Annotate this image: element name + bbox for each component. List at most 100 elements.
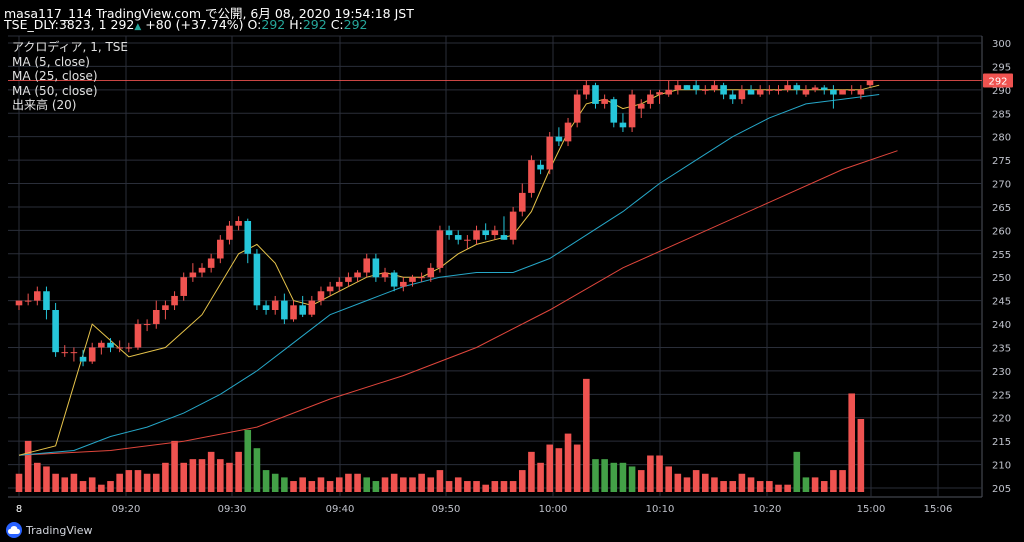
price-tick-label: 220	[992, 414, 1011, 425]
candle-body	[711, 85, 718, 90]
volume-bar	[738, 473, 746, 492]
candle-body	[528, 160, 535, 193]
price-tick-label: 275	[992, 156, 1011, 167]
volume-bar	[784, 484, 791, 492]
candle-body	[235, 221, 242, 226]
volume-bar	[24, 440, 32, 492]
volume-bar	[418, 473, 425, 492]
volume-bar	[482, 484, 489, 492]
volume-bar	[656, 455, 663, 492]
candle-body	[482, 230, 489, 236]
candle-body	[546, 136, 554, 170]
candle-body	[756, 89, 764, 95]
ma5-line	[18, 84, 880, 456]
legend-ma5[interactable]: MA (5, close)	[12, 54, 90, 69]
volume-bar	[601, 459, 608, 492]
volume-bar	[43, 466, 50, 492]
price-tick-label: 210	[992, 461, 1011, 472]
tradingview-logo[interactable]: TradingView	[6, 522, 92, 538]
candle-body	[518, 192, 526, 212]
candle-body	[784, 85, 791, 90]
candle-body	[830, 89, 837, 95]
volume-bar	[308, 481, 316, 492]
candle-body	[820, 87, 828, 90]
volume-bar	[281, 477, 288, 492]
volume-bar	[747, 477, 755, 492]
volume-bar	[766, 481, 773, 492]
candle-body	[217, 239, 224, 259]
volume-bar	[134, 470, 142, 492]
volume-bar	[711, 477, 718, 492]
candle-body	[162, 305, 169, 310]
up-arrow-icon: ▲	[134, 22, 142, 32]
candle-body	[793, 85, 801, 90]
volume-bar	[555, 448, 563, 492]
candle-body	[134, 324, 142, 348]
logo-text: TradingView	[26, 523, 93, 537]
candle-body	[857, 89, 865, 95]
volume-bar	[390, 473, 398, 492]
candle-body	[674, 85, 682, 90]
volume-bar	[500, 481, 508, 492]
candle-body	[427, 267, 435, 278]
volume-bar	[592, 459, 599, 492]
time-tick-label: 15:06	[924, 504, 953, 515]
candle-body	[24, 300, 32, 302]
volume-bar	[830, 470, 837, 492]
legend-volume[interactable]: 出来高 (20)	[12, 98, 77, 112]
volume-bar	[88, 477, 96, 492]
candle-body	[583, 85, 590, 95]
volume-bar	[811, 477, 819, 492]
candle-body	[61, 352, 69, 354]
legend-ma50[interactable]: MA (50, close)	[12, 83, 98, 98]
volume-bar	[217, 459, 224, 492]
candle-body	[116, 347, 123, 349]
volume-bar	[674, 473, 682, 492]
open-value: 292	[261, 17, 286, 32]
time-tick-label: 8	[16, 504, 22, 515]
price-tick-label: 215	[992, 437, 1011, 448]
candle-body	[34, 291, 41, 301]
time-tick-label: 10:00	[539, 504, 568, 515]
candle-body	[290, 305, 297, 320]
time-tick-label: 15:00	[857, 504, 886, 515]
candle-body	[70, 352, 78, 354]
candle-body	[262, 305, 270, 310]
volume-bar	[162, 462, 169, 492]
price-tick-label: 280	[992, 133, 1011, 144]
legend-ma25[interactable]: MA (25, close)	[12, 69, 98, 83]
volume-bar	[857, 419, 865, 492]
candle-body	[775, 89, 782, 91]
candle-body	[244, 221, 252, 254]
time-tick-label: 09:40	[326, 504, 355, 515]
candle-body	[747, 89, 755, 95]
candle-body	[180, 277, 188, 296]
high-label: H:	[289, 17, 303, 32]
volume-bar	[400, 477, 407, 492]
candle-body	[400, 281, 407, 287]
candle-body	[720, 85, 727, 95]
candle-body	[79, 356, 87, 362]
time-tick-label: 09:20	[112, 504, 141, 515]
candle-body	[52, 310, 59, 353]
candle-body	[381, 272, 389, 278]
legend-symbol[interactable]: アクロディア, 1, TSE	[12, 40, 128, 54]
volume-bar	[537, 462, 544, 492]
volume-bar	[683, 477, 691, 492]
price-tick-label: 265	[992, 203, 1011, 214]
volume-bar	[436, 470, 444, 492]
volume-bar	[454, 477, 462, 492]
volume-bar	[793, 451, 801, 492]
volume-bar	[381, 477, 389, 492]
candle-body	[88, 347, 96, 362]
volume-bar	[34, 462, 41, 492]
volume-bar	[15, 473, 23, 492]
candle-body	[738, 89, 746, 100]
close-label: C:	[330, 17, 344, 32]
volume-bar	[848, 393, 855, 492]
volume-bar	[802, 477, 810, 492]
price-tick-label: 245	[992, 297, 1011, 308]
volume-bar	[180, 462, 188, 492]
candle-body	[226, 225, 233, 240]
